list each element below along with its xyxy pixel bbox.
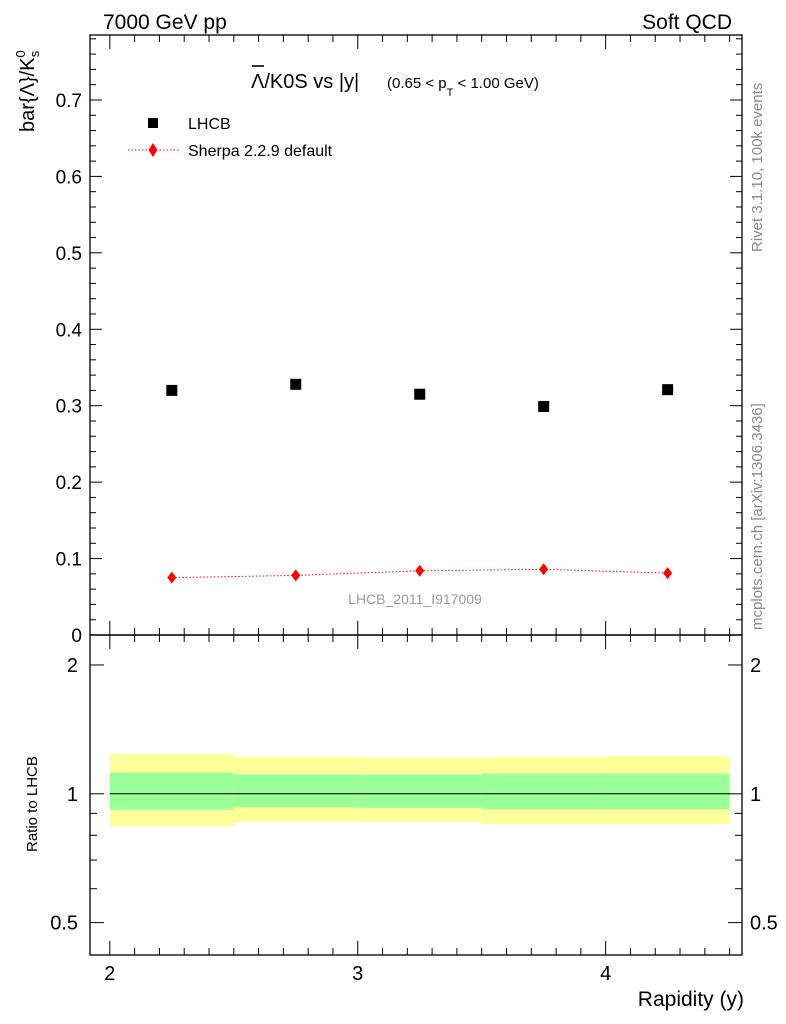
y-tick-label: 0.4 [56, 320, 83, 341]
ylabel-text: bar{Λ}/K [17, 57, 39, 132]
main-series [166, 378, 674, 584]
header-left: 7000 GeV pp [103, 11, 227, 34]
lhcb-point [662, 384, 674, 396]
ratio-panel: 0.5 0.5 1 1 2 2 2 3 4 Ratio to LHCB Rapidity (y… [24, 634, 778, 1011]
ratio-inner-band [357, 774, 482, 808]
lhcb-point [290, 378, 302, 390]
legend-marker-sherpa [148, 143, 158, 157]
y-tick-label: 0.2 [56, 473, 82, 494]
lhcb-point [414, 388, 426, 400]
main-y-axis-label: bar{Λ}/K0s [13, 50, 42, 132]
side-text-bottom-label: mcplots.cern.ch [arXiv:1306.3436] [749, 403, 766, 630]
lhcb-point [538, 400, 550, 412]
legend-marker-lhcb [148, 118, 158, 128]
ratio-bands [109, 753, 730, 827]
ratio-y-tick-label-left: 2 [67, 655, 78, 677]
ratio-inner-band [233, 774, 358, 808]
y-tick-label: 0.3 [56, 397, 82, 418]
legend-label-lhcb: LHCB [188, 116, 231, 133]
ylabel-sup: 0 [13, 50, 28, 57]
sherpa-line [171, 568, 668, 579]
ratio-y-ticks: 0.5 0.5 1 1 2 2 [50, 655, 778, 935]
y-tick-label: 0.7 [56, 91, 82, 112]
legend-label-sherpa: Sherpa 2.2.9 default [188, 143, 333, 160]
ratio-ylabel-text: Ratio to LHCB [24, 756, 41, 852]
side-text-top-label: Rivet 3.1.10, 100k events [749, 83, 766, 252]
ratio-y-tick-label-left: 0.5 [50, 913, 78, 935]
sherpa-point [291, 569, 301, 582]
ratio-y-axis-label: Ratio to LHCB [24, 756, 41, 852]
analysis-watermark: LHCB_2011_I917009 [348, 591, 482, 607]
ratio-frame [89, 634, 743, 956]
title-range: (0.65 < pT < 1.00 GeV) [387, 75, 539, 99]
side-text-top: Rivet 3.1.10, 100k events [749, 83, 766, 252]
ratio-y-tick-label-right: 2 [750, 655, 761, 677]
ratio-inner-band [109, 772, 234, 810]
sherpa-point [539, 563, 549, 576]
ratio-inner-band [605, 773, 730, 810]
ratio-y-tick-label-right: 0.5 [750, 913, 778, 935]
main-y-ticks: 0 0.1 0.2 0.3 0.4 0.5 0.6 0.7 [56, 38, 742, 647]
ylabel-sub: s [27, 50, 42, 57]
x-tick-label: 4 [600, 963, 611, 985]
x-tick-label: 2 [104, 963, 115, 985]
main-panel: 0 0.1 0.2 0.3 0.4 0.5 0.6 0.7 Λ/K0S vs |y| (0.6… [13, 34, 743, 647]
x-tick-label: 3 [352, 963, 363, 985]
y-tick-label: 0 [71, 626, 82, 647]
y-tick-label: 0.1 [56, 550, 82, 571]
svg-text:bar{Λ}/K0s: bar{Λ}/K0s [13, 50, 42, 132]
legend: LHCB Sherpa 2.2.9 default [128, 116, 333, 160]
y-tick-label: 0.5 [56, 244, 82, 265]
ratio-inner-band [481, 773, 606, 810]
y-tick-label: 0.6 [56, 167, 82, 188]
sherpa-point [663, 567, 673, 580]
ratio-y-tick-label-left: 1 [67, 784, 78, 806]
title-main: Λ/K0S vs |y| [251, 71, 359, 93]
main-x-ticks [109, 35, 731, 635]
plot-title: Λ/K0S vs |y| (0.65 < pT < 1.00 GeV) [251, 65, 539, 99]
side-text-bottom: mcplots.cern.ch [arXiv:1306.3436] [749, 403, 766, 630]
ratio-x-ticks: 2 3 4 [104, 635, 731, 985]
header-right: Soft QCD [642, 11, 732, 34]
lhcb-point [166, 384, 178, 396]
sherpa-point [167, 571, 177, 584]
x-axis-label: Rapidity (y) [638, 988, 744, 1011]
sherpa-point [415, 564, 425, 577]
ratio-y-tick-label-right: 1 [750, 784, 761, 806]
